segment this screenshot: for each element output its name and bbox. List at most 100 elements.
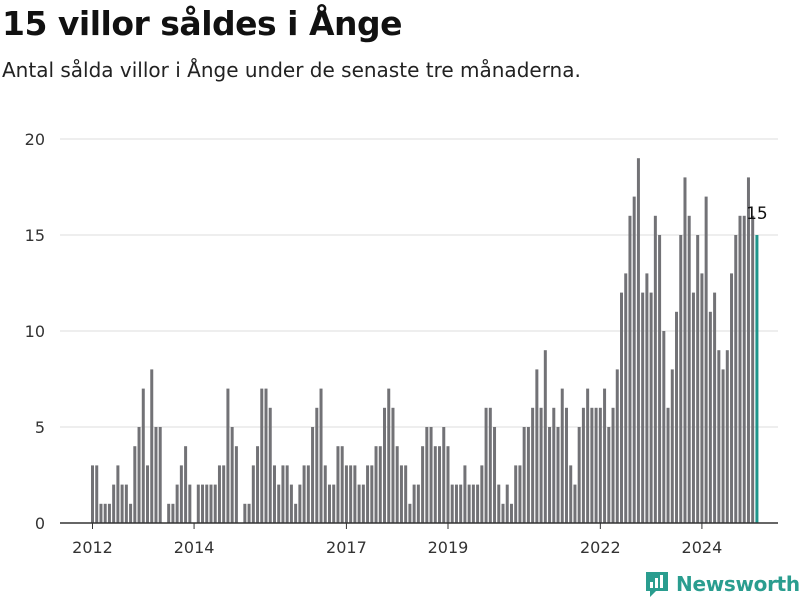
bar [387,388,391,523]
bar [620,292,623,523]
bar [586,388,590,523]
bar [590,407,594,523]
bar [738,215,742,524]
bar [636,158,640,523]
bar [213,484,217,523]
bar [501,503,505,523]
bar [361,484,365,523]
bar [357,484,361,523]
x-tick-label: 2012 [72,538,113,557]
bar [594,407,598,523]
bar [526,427,530,523]
bar [133,446,137,523]
newsworthy-logo: Newsworthy [644,569,800,599]
bar [721,369,725,523]
bar [421,446,425,523]
bar [349,465,353,523]
bar [459,484,463,523]
bar [91,465,94,523]
bar [713,292,717,523]
bar [171,503,175,523]
bar [374,446,378,523]
bar [556,427,560,523]
bar [691,292,695,523]
bar [289,484,293,523]
grid-lines [60,138,778,428]
bar [463,465,467,523]
bar [404,465,408,523]
y-axis-tick-labels: 0 5 10 15 20 [25,130,45,533]
bar [577,427,581,523]
bar [751,215,755,524]
bar [560,388,564,523]
bar [425,427,429,523]
bar [243,503,247,523]
bar [624,273,628,523]
page-title: 15 villor såldes i Ånge [2,4,403,43]
bar [230,427,234,523]
bar [332,484,336,523]
bar [564,407,568,523]
bar [696,235,700,523]
bar [725,350,729,523]
bar [675,311,679,523]
bar [632,196,636,523]
bar [611,407,615,523]
bar [552,407,556,523]
bar [446,446,450,523]
bar [746,177,750,523]
y-tick-label: 5 [35,418,45,437]
bar [260,388,264,523]
bar [251,465,255,523]
bar [412,484,416,523]
bar [340,446,344,523]
bar [247,503,251,523]
bar [670,369,674,523]
bar [497,484,501,523]
bar [120,484,124,523]
bar [649,292,653,523]
newsworthy-logo-icon [646,572,668,597]
page-subtitle: Antal sålda villor i Ånge under de senas… [2,58,581,82]
y-tick-label: 10 [25,322,45,341]
bar [226,388,230,523]
bar [306,465,310,523]
bar [615,369,619,523]
bar [336,446,340,523]
bar [543,350,547,523]
bar [124,484,128,523]
bar [234,446,238,523]
bar [395,446,399,523]
bar [742,215,746,524]
bar [484,407,488,523]
bar [450,484,454,523]
bar [154,427,158,523]
bar [433,446,437,523]
bar [658,235,662,523]
bar [327,484,331,523]
bar [522,427,526,523]
bar [319,388,323,523]
bar [285,465,289,523]
bar [103,503,107,523]
bar [264,388,268,523]
bar [662,331,666,523]
bar [408,503,412,523]
bar-highlight [755,235,759,523]
bar [488,407,492,523]
bar [666,407,670,523]
bar [416,484,420,523]
bar [370,465,374,523]
bar [679,235,683,523]
bar [129,503,133,523]
bar [378,446,382,523]
bar [277,484,281,523]
bar [256,446,260,523]
bar [399,465,403,523]
bar [704,196,708,523]
bar [569,465,573,523]
bar [205,484,209,523]
bar [146,465,150,523]
bar [217,465,221,523]
